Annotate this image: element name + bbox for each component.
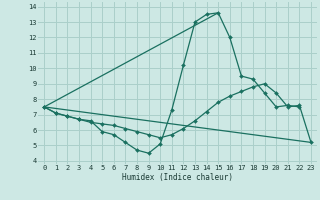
X-axis label: Humidex (Indice chaleur): Humidex (Indice chaleur)	[122, 173, 233, 182]
